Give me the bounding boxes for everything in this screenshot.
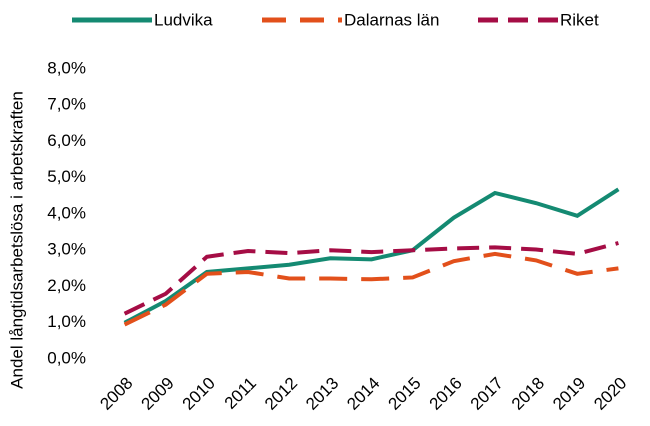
x-tick-label: 2015 — [384, 374, 424, 414]
legend-label: Ludvika — [154, 10, 213, 29]
y-tick-label: 6,0% — [47, 131, 86, 150]
x-tick-label: 2009 — [138, 374, 178, 414]
y-tick-label: 2,0% — [47, 276, 86, 295]
x-tick-label: 2016 — [426, 374, 466, 414]
x-tick-label: 2020 — [590, 374, 630, 414]
x-tick-label: 2012 — [261, 374, 301, 414]
x-tick-label: 2014 — [343, 374, 383, 414]
x-tick-label: 2017 — [467, 374, 507, 414]
line-series — [123, 251, 619, 327]
y-tick-label: 5,0% — [47, 167, 86, 186]
x-tick-label: 2018 — [508, 374, 548, 414]
legend-label: Riket — [560, 10, 599, 29]
y-tick-label: 8,0% — [47, 58, 86, 77]
legend-label: Dalarnas län — [344, 10, 439, 29]
x-tick-label: 2013 — [302, 374, 342, 414]
y-tick-label: 7,0% — [47, 95, 86, 114]
y-tick-label: 3,0% — [47, 240, 86, 259]
y-tick-label: 1,0% — [47, 312, 86, 331]
x-tick-label: 2019 — [549, 374, 589, 414]
x-tick-label: 2008 — [96, 374, 136, 414]
y-tick-label: 4,0% — [47, 203, 86, 222]
y-axis-label: Andel långtidsarbetslösa i arbetskraften — [7, 91, 26, 389]
x-tick-label: 2011 — [221, 374, 260, 413]
line-series — [123, 187, 620, 325]
x-tick-label: 2010 — [179, 374, 219, 414]
y-tick-label: 0,0% — [47, 348, 86, 367]
line-series — [123, 241, 619, 316]
